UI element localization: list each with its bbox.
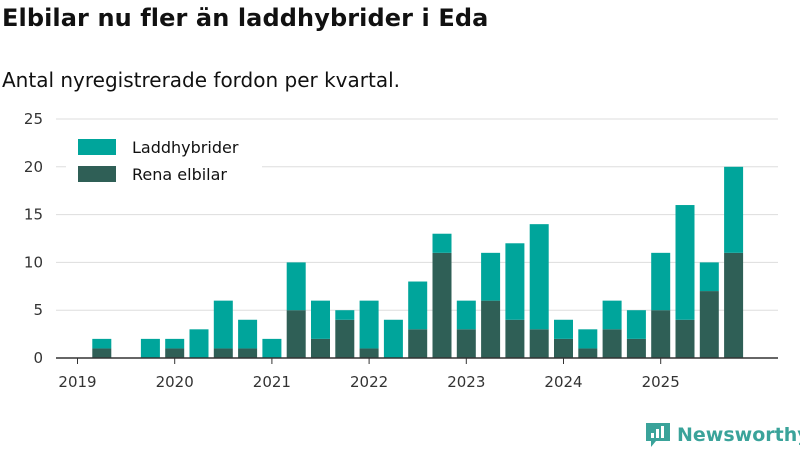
bar-laddhybrider (432, 233, 452, 253)
brand-name: Newsworthy (677, 424, 800, 446)
bar-laddhybrider (262, 338, 282, 358)
y-tick-label: 0 (33, 349, 43, 367)
bar-rena-elbilar (675, 319, 695, 358)
x-tick-label: 2023 (447, 373, 485, 391)
bar-laddhybrider (602, 300, 622, 330)
bar-rena-elbilar (335, 319, 355, 358)
bar-rena-elbilar (238, 348, 258, 358)
x-tick-label: 2024 (544, 373, 582, 391)
bar-rena-elbilar (286, 310, 306, 358)
brand-logo: Newsworthy (645, 420, 800, 450)
bar-laddhybrider (359, 300, 379, 349)
bar-rena-elbilar (602, 329, 622, 358)
bar-rena-elbilar (92, 348, 112, 358)
x-tick-label: 2019 (58, 373, 96, 391)
bar-laddhybrider (213, 300, 233, 349)
bar-rena-elbilar (505, 319, 525, 358)
x-tick-label: 2020 (156, 373, 194, 391)
bar-laddhybrider (481, 252, 501, 301)
bar-laddhybrider (92, 338, 112, 349)
y-tick-label: 15 (24, 206, 43, 224)
bar-laddhybrider (189, 329, 209, 358)
y-tick-label: 25 (24, 110, 43, 128)
bar-laddhybrider (699, 262, 719, 292)
bar-laddhybrider (554, 319, 573, 339)
chart-subtitle: Antal nyregistrerade fordon per kvartal. (2, 68, 401, 92)
y-tick-label: 10 (24, 253, 43, 271)
bar-laddhybrider (383, 319, 403, 358)
bar-laddhybrider (505, 243, 525, 320)
bar-laddhybrider (140, 338, 160, 358)
x-tick-label: 2021 (253, 373, 291, 391)
bar-rena-elbilar (699, 291, 719, 358)
bar-laddhybrider (311, 300, 330, 339)
bar-laddhybrider (408, 281, 428, 330)
bar-laddhybrider (456, 300, 476, 330)
bar-laddhybrider (165, 338, 185, 349)
bar-rena-elbilar (554, 338, 573, 358)
bar-rena-elbilar (408, 329, 428, 358)
legend-label: Laddhybrider (132, 138, 239, 157)
newsworthy-logo-icon (646, 423, 670, 447)
bar-rena-elbilar (578, 348, 598, 358)
bar-laddhybrider (529, 224, 549, 330)
legend-swatch (78, 139, 116, 155)
bar-rena-elbilar (165, 348, 185, 358)
bar-rena-elbilar (481, 300, 501, 358)
bar-rena-elbilar (724, 252, 744, 358)
bar-rena-elbilar (359, 348, 379, 358)
bar-rena-elbilar (529, 329, 549, 358)
bar-laddhybrider (238, 319, 258, 349)
x-tick-label: 2022 (350, 373, 388, 391)
bar-laddhybrider (335, 310, 355, 320)
chart-title: Elbilar nu fler än laddhybrider i Eda (2, 4, 489, 32)
bar-rena-elbilar (432, 252, 452, 358)
bar-laddhybrider (286, 262, 306, 311)
bar-laddhybrider (578, 329, 598, 349)
bar-laddhybrider (626, 310, 646, 339)
bar-rena-elbilar (311, 338, 330, 358)
x-tick-label: 2025 (642, 373, 680, 391)
bar-rena-elbilar (456, 329, 476, 358)
legend-label: Rena elbilar (132, 165, 227, 184)
bar-laddhybrider (675, 205, 695, 320)
y-tick-label: 5 (33, 301, 43, 319)
y-tick-label: 20 (24, 158, 43, 176)
bar-rena-elbilar (651, 310, 671, 358)
bar-laddhybrider (724, 166, 744, 253)
legend-swatch (78, 166, 116, 182)
bar-rena-elbilar (626, 338, 646, 358)
bar-laddhybrider (651, 252, 671, 311)
bar-rena-elbilar (213, 348, 233, 358)
